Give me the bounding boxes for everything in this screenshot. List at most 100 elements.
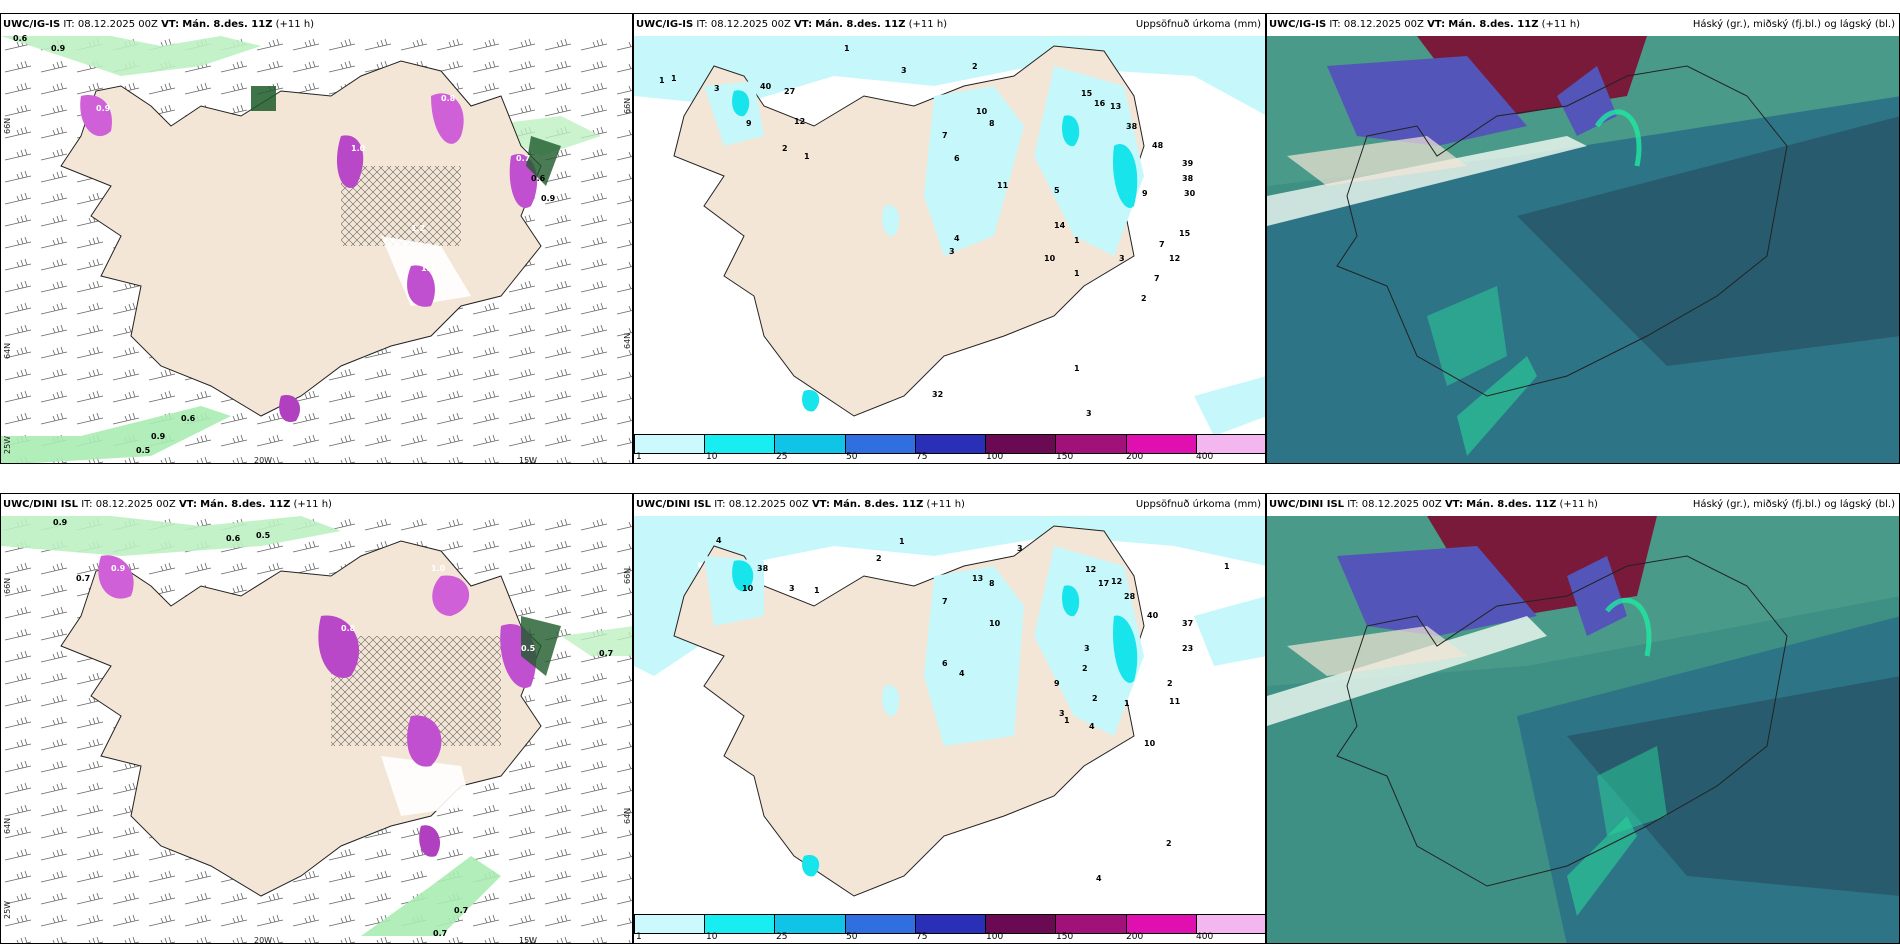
panel-header: UWC/IG-IS IT: 08.12.2025 00Z VT: Mán. 8.… xyxy=(1267,14,1899,36)
init-time: IT: 08.12.2025 00Z xyxy=(714,499,809,510)
precip-value: 32 xyxy=(932,390,944,399)
contour-label: 0.5 xyxy=(521,644,536,653)
precip-value: 3 xyxy=(949,247,955,256)
colorbar xyxy=(634,434,1265,454)
precip-value: 2 xyxy=(972,62,978,71)
precip-value: 11 xyxy=(997,181,1009,190)
precip-value: 3 xyxy=(901,66,907,75)
lat-label: 64N xyxy=(3,342,12,359)
precip-value: 1 xyxy=(804,152,810,161)
lon-label: 20W xyxy=(254,456,273,464)
lat-label: 25W xyxy=(3,435,12,454)
precip-value: 9 xyxy=(746,119,752,128)
model-name: UWC/DINI ISL xyxy=(636,499,712,510)
lat-label: 64N xyxy=(3,817,12,834)
panel-r2-mid: UWC/DINI ISL IT: 08.12.2025 00Z VT: Mán.… xyxy=(633,493,1266,944)
model-name: UWC/IG-IS xyxy=(1269,19,1327,30)
colorbar-swatch xyxy=(986,915,1057,933)
precip-value: 12 xyxy=(1085,565,1097,574)
panel-header: UWC/IG-IS IT: 08.12.2025 00Z VT: Mán. 8.… xyxy=(634,14,1265,36)
precip-value: 3 xyxy=(1017,544,1023,553)
lead-time: (+11 h) xyxy=(908,19,948,30)
colorbar-tick: 25 xyxy=(776,932,788,942)
precip-value: 15 xyxy=(1081,89,1093,98)
lat-label-right: 66N xyxy=(623,97,632,114)
colorbar-tick: 200 xyxy=(1126,932,1144,942)
colorbar-swatch xyxy=(775,915,846,933)
precip-value: 1 xyxy=(1124,699,1130,708)
contour-label: 0.6 xyxy=(531,174,546,183)
precip-value: 12 xyxy=(1111,577,1123,586)
precip-value: 12 xyxy=(794,117,806,126)
colorbar xyxy=(634,914,1265,934)
colorbar-swatch xyxy=(705,915,776,933)
iceland-land xyxy=(673,525,1145,897)
colorbar-tick: 75 xyxy=(916,932,928,942)
precip-value: 2 xyxy=(782,144,788,153)
contour-label: 0.9 xyxy=(51,44,66,53)
precip-value: 37 xyxy=(1182,619,1194,628)
precip-value: 14 xyxy=(1054,221,1066,230)
panel-header: UWC/DINI ISL IT: 08.12.2025 00Z VT: Mán.… xyxy=(634,494,1265,516)
colorbar-swatch xyxy=(1056,915,1127,933)
precip-value: 10 xyxy=(1044,254,1056,263)
precip-value: 38 xyxy=(1126,122,1138,131)
precip-value: 1 xyxy=(1064,716,1070,725)
colorbar-swatch xyxy=(1126,915,1197,933)
colorbar-tick: 100 xyxy=(986,452,1004,462)
precip-value: 11 xyxy=(1169,697,1181,706)
precip-value: 2 xyxy=(1167,679,1173,688)
colorbar-tick: 400 xyxy=(1196,452,1214,462)
init-time: IT: 08.12.2025 00Z xyxy=(81,499,176,510)
colorbar-tick: 100 xyxy=(986,932,1004,942)
precip-value: 1 xyxy=(1074,364,1080,373)
iceland-land xyxy=(673,45,1145,417)
valid-time: Mán. 8.des. 11Z xyxy=(1448,19,1539,30)
init-time: IT: 08.12.2025 00Z xyxy=(696,19,791,30)
precip-value: 1 xyxy=(844,44,850,53)
lat-label: 66N xyxy=(3,117,12,134)
cloud-cover-map xyxy=(1267,36,1899,463)
precip-value: 3 xyxy=(1086,409,1092,418)
contour-label: 1.0 xyxy=(351,144,366,153)
init-time: IT: 08.12.2025 00Z xyxy=(1329,19,1424,30)
contour-label: 0.7 xyxy=(516,154,531,163)
init-time: IT: 08.12.2025 00Z xyxy=(1347,499,1442,510)
colorbar-swatch xyxy=(635,435,706,453)
precip-value: 10 xyxy=(976,107,988,116)
colorbar-swatch xyxy=(1196,435,1265,453)
wind-precip-map xyxy=(1,516,632,943)
precip-value: 4 xyxy=(959,669,965,678)
colorbar-tick: 10 xyxy=(706,452,718,462)
cloud-cover-map xyxy=(1267,516,1899,943)
contour-label: 1.0 xyxy=(431,564,446,573)
contour-label: 1.0 xyxy=(471,572,486,581)
precip-value: 2 xyxy=(1082,664,1088,673)
precip-value: 30 xyxy=(1184,189,1196,198)
precip-value: 2 xyxy=(1092,694,1098,703)
map-title: Háský (gr.), miðský (fj.bl.) og lágský (… xyxy=(1692,499,1895,510)
colorbar-swatch xyxy=(915,435,987,453)
contour-label: 0.6 xyxy=(13,34,28,43)
wind-precip-map xyxy=(1,36,632,463)
colorbar-tick: 1 xyxy=(636,452,642,462)
accumulated-precip-map xyxy=(634,516,1265,897)
panel-r1-left: UWC/IG-IS IT: 08.12.2025 00Z VT: Mán. 8.… xyxy=(0,13,633,464)
colorbar-tick: 400 xyxy=(1196,932,1214,942)
map-title: Háský (gr.), miðský (fj.bl.) og lágský (… xyxy=(1692,19,1895,30)
precip-value: 27 xyxy=(784,87,796,96)
colorbar-tick: 10 xyxy=(706,932,718,942)
precip-value: 17 xyxy=(1098,579,1110,588)
contour-label: 0.8 xyxy=(341,624,356,633)
colorbar-swatch xyxy=(915,915,987,933)
panel-r1-mid: UWC/IG-IS IT: 08.12.2025 00Z VT: Mán. 8.… xyxy=(633,13,1266,464)
contour-label: 1.2 xyxy=(411,224,426,233)
colorbar-tick: 150 xyxy=(1056,932,1074,942)
precip-value: 6 xyxy=(942,659,948,668)
panel-r2-right: UWC/DINI ISL IT: 08.12.2025 00Z VT: Mán.… xyxy=(1266,493,1900,944)
colorbar-swatch xyxy=(1056,435,1127,453)
precip-value: 12 xyxy=(1169,254,1181,263)
contour-label: 0.7 xyxy=(454,906,469,915)
lead-time: (+11 h) xyxy=(275,19,315,30)
precip-value: 1 xyxy=(1074,236,1080,245)
